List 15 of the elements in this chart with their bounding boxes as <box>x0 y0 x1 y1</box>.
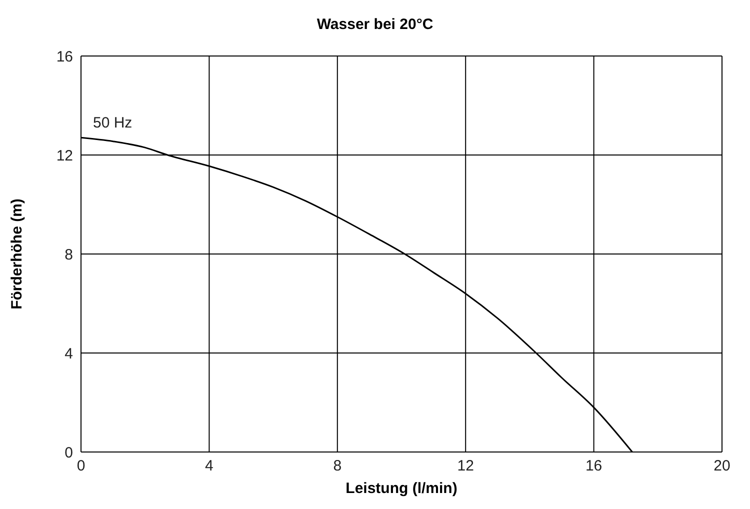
x-tick-label: 0 <box>76 458 86 475</box>
x-tick-label: 16 <box>585 458 602 475</box>
series-label: 50 Hz <box>93 114 132 132</box>
x-tick-label: 20 <box>714 458 730 475</box>
y-tick-label: 8 <box>64 246 73 264</box>
y-tick-label: 16 <box>56 48 73 66</box>
y-tick-label: 12 <box>56 147 73 164</box>
y-tick-label: 4 <box>64 345 73 362</box>
y-tick-label: 0 <box>64 444 73 462</box>
chart-title: Wasser bei 20°C <box>316 16 434 33</box>
x-tick-label: 4 <box>205 458 214 475</box>
y-axis-title: Förderhöhe (m) <box>8 198 26 310</box>
x-tick-label: 8 <box>333 458 342 475</box>
x-tick-label: 12 <box>457 458 474 475</box>
x-axis-title: Leistung (l/min) <box>346 480 458 497</box>
